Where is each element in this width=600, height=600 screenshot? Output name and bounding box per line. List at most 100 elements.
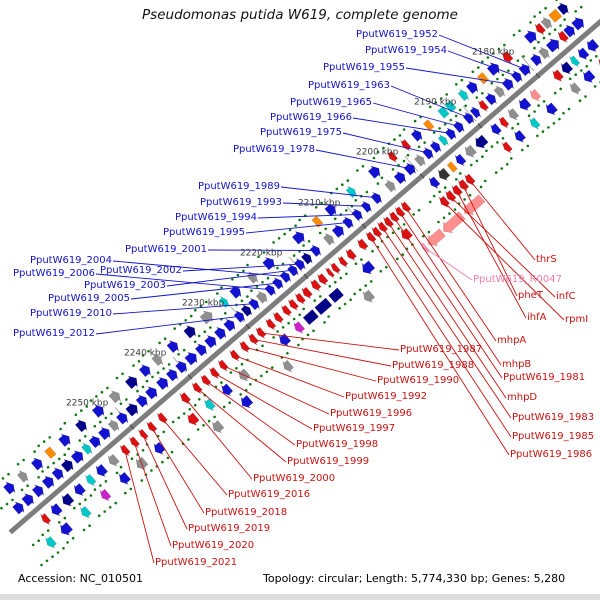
- gene-label[interactable]: PputW619_R0047: [473, 274, 563, 285]
- gene-arrow[interactable]: [166, 340, 179, 353]
- gene-arrow[interactable]: [323, 233, 335, 246]
- gene-arrow[interactable]: [490, 123, 502, 136]
- gene-arrow[interactable]: [95, 464, 108, 478]
- gene-arrow[interactable]: [51, 467, 64, 481]
- gene-arrow[interactable]: [569, 55, 581, 67]
- gene-arrow[interactable]: [223, 318, 236, 332]
- gene-arrow[interactable]: [362, 260, 376, 275]
- gene-arrow[interactable]: [281, 304, 292, 317]
- gene-arrow[interactable]: [345, 186, 357, 198]
- gene-arrow[interactable]: [444, 100, 457, 113]
- gene-arrow[interactable]: [153, 441, 166, 455]
- gene-arrow[interactable]: [135, 456, 149, 470]
- gene-arrow[interactable]: [317, 273, 329, 286]
- gene-arrow[interactable]: [518, 97, 532, 111]
- gene-arrow[interactable]: [443, 211, 466, 234]
- gene-arrow[interactable]: [295, 292, 306, 305]
- gene-label[interactable]: PputW619_1975: [259, 127, 342, 138]
- gene-arrow[interactable]: [476, 72, 489, 85]
- gene-arrow[interactable]: [571, 17, 585, 31]
- gene-arrow[interactable]: [3, 481, 16, 495]
- gene-arrow[interactable]: [301, 252, 313, 265]
- gene-arrow[interactable]: [457, 89, 469, 101]
- gene-arrow[interactable]: [357, 238, 369, 251]
- gene-label[interactable]: PputW619_2003: [83, 280, 166, 291]
- gene-arrow[interactable]: [194, 343, 208, 357]
- gene-arrow[interactable]: [124, 375, 138, 390]
- gene-label[interactable]: PputW619_2012: [12, 328, 95, 339]
- gene-label[interactable]: PputW619_2020: [172, 540, 255, 551]
- gene-arrow[interactable]: [507, 108, 520, 121]
- gene-arrow[interactable]: [58, 433, 71, 447]
- gene-arrow[interactable]: [118, 471, 131, 485]
- gene-label[interactable]: PputW619_2006: [12, 268, 95, 279]
- gene-arrow[interactable]: [493, 85, 505, 98]
- gene-arrow[interactable]: [414, 154, 426, 167]
- gene-arrow[interactable]: [502, 51, 514, 64]
- gene-arrow[interactable]: [291, 231, 305, 245]
- gene-arrow[interactable]: [61, 493, 75, 507]
- gene-arrow[interactable]: [428, 176, 441, 189]
- gene-arrow[interactable]: [70, 450, 84, 464]
- gene-arrow[interactable]: [387, 150, 398, 163]
- gene-arrow[interactable]: [310, 279, 322, 292]
- gene-label[interactable]: PputW619_1983: [512, 412, 595, 423]
- gene-arrow[interactable]: [325, 267, 335, 279]
- gene-arrow[interactable]: [273, 311, 284, 324]
- gene-arrow[interactable]: [116, 411, 129, 425]
- gene-arrow[interactable]: [107, 454, 120, 467]
- gene-label[interactable]: infC: [556, 291, 576, 302]
- gene-arrow[interactable]: [530, 53, 542, 67]
- gene-arrow[interactable]: [255, 291, 268, 304]
- gene-arrow[interactable]: [278, 333, 292, 347]
- gene-label[interactable]: PputW619_2005: [47, 293, 130, 304]
- gene-label[interactable]: PputW619_1993: [199, 197, 282, 208]
- gene-label[interactable]: PputW619_1996: [330, 408, 413, 419]
- gene-arrow[interactable]: [484, 92, 497, 106]
- gene-label[interactable]: PputW619_1989: [197, 181, 280, 192]
- gene-arrow[interactable]: [523, 30, 537, 44]
- gene-arrow[interactable]: [540, 17, 553, 30]
- gene-arrow[interactable]: [437, 167, 451, 181]
- gene-arrow[interactable]: [362, 289, 376, 303]
- gene-arrow[interactable]: [451, 184, 463, 197]
- gene-arrow[interactable]: [545, 102, 558, 116]
- gene-arrow[interactable]: [577, 47, 590, 60]
- gene-arrow[interactable]: [119, 444, 131, 457]
- gene-arrow[interactable]: [138, 364, 151, 378]
- gene-arrow[interactable]: [183, 325, 196, 339]
- gene-arrow[interactable]: [73, 483, 86, 497]
- gene-arrow[interactable]: [240, 304, 253, 317]
- gene-arrow[interactable]: [511, 70, 523, 83]
- gene-label[interactable]: PputW619_1988: [392, 360, 475, 371]
- gene-arrow[interactable]: [314, 297, 333, 316]
- gene-arrow[interactable]: [538, 47, 550, 60]
- gene-arrow[interactable]: [17, 470, 29, 483]
- gene-arrow[interactable]: [462, 112, 475, 125]
- gene-label[interactable]: PputW619_2001: [124, 244, 207, 255]
- gene-arrow[interactable]: [151, 353, 163, 367]
- gene-arrow[interactable]: [422, 147, 434, 160]
- gene-arrow[interactable]: [446, 161, 458, 173]
- gene-arrow[interactable]: [529, 117, 541, 130]
- gene-arrow[interactable]: [45, 536, 57, 549]
- gene-arrow[interactable]: [563, 24, 576, 38]
- gene-arrow[interactable]: [107, 419, 120, 432]
- gene-label[interactable]: PputW619_1981: [503, 372, 586, 383]
- gene-label[interactable]: PputW619_2021: [155, 557, 238, 568]
- gene-label[interactable]: PputW619_1999: [287, 456, 370, 467]
- gene-label[interactable]: PputW619_1998: [296, 439, 379, 450]
- gene-arrow[interactable]: [212, 420, 225, 434]
- gene-label[interactable]: mhpA: [497, 335, 527, 346]
- gene-arrow[interactable]: [199, 310, 213, 325]
- gene-label[interactable]: PputW619_1965: [289, 97, 372, 108]
- gene-arrow[interactable]: [41, 475, 55, 489]
- gene-arrow[interactable]: [410, 128, 423, 142]
- gene-arrow[interactable]: [204, 335, 217, 349]
- gene-label[interactable]: PputW619_2019: [188, 523, 271, 534]
- gene-label[interactable]: PputW619_1992: [345, 391, 428, 402]
- gene-arrow[interactable]: [360, 200, 372, 213]
- gene-arrow[interactable]: [534, 22, 546, 35]
- gene-arrow[interactable]: [88, 435, 101, 449]
- gene-arrow[interactable]: [384, 180, 396, 193]
